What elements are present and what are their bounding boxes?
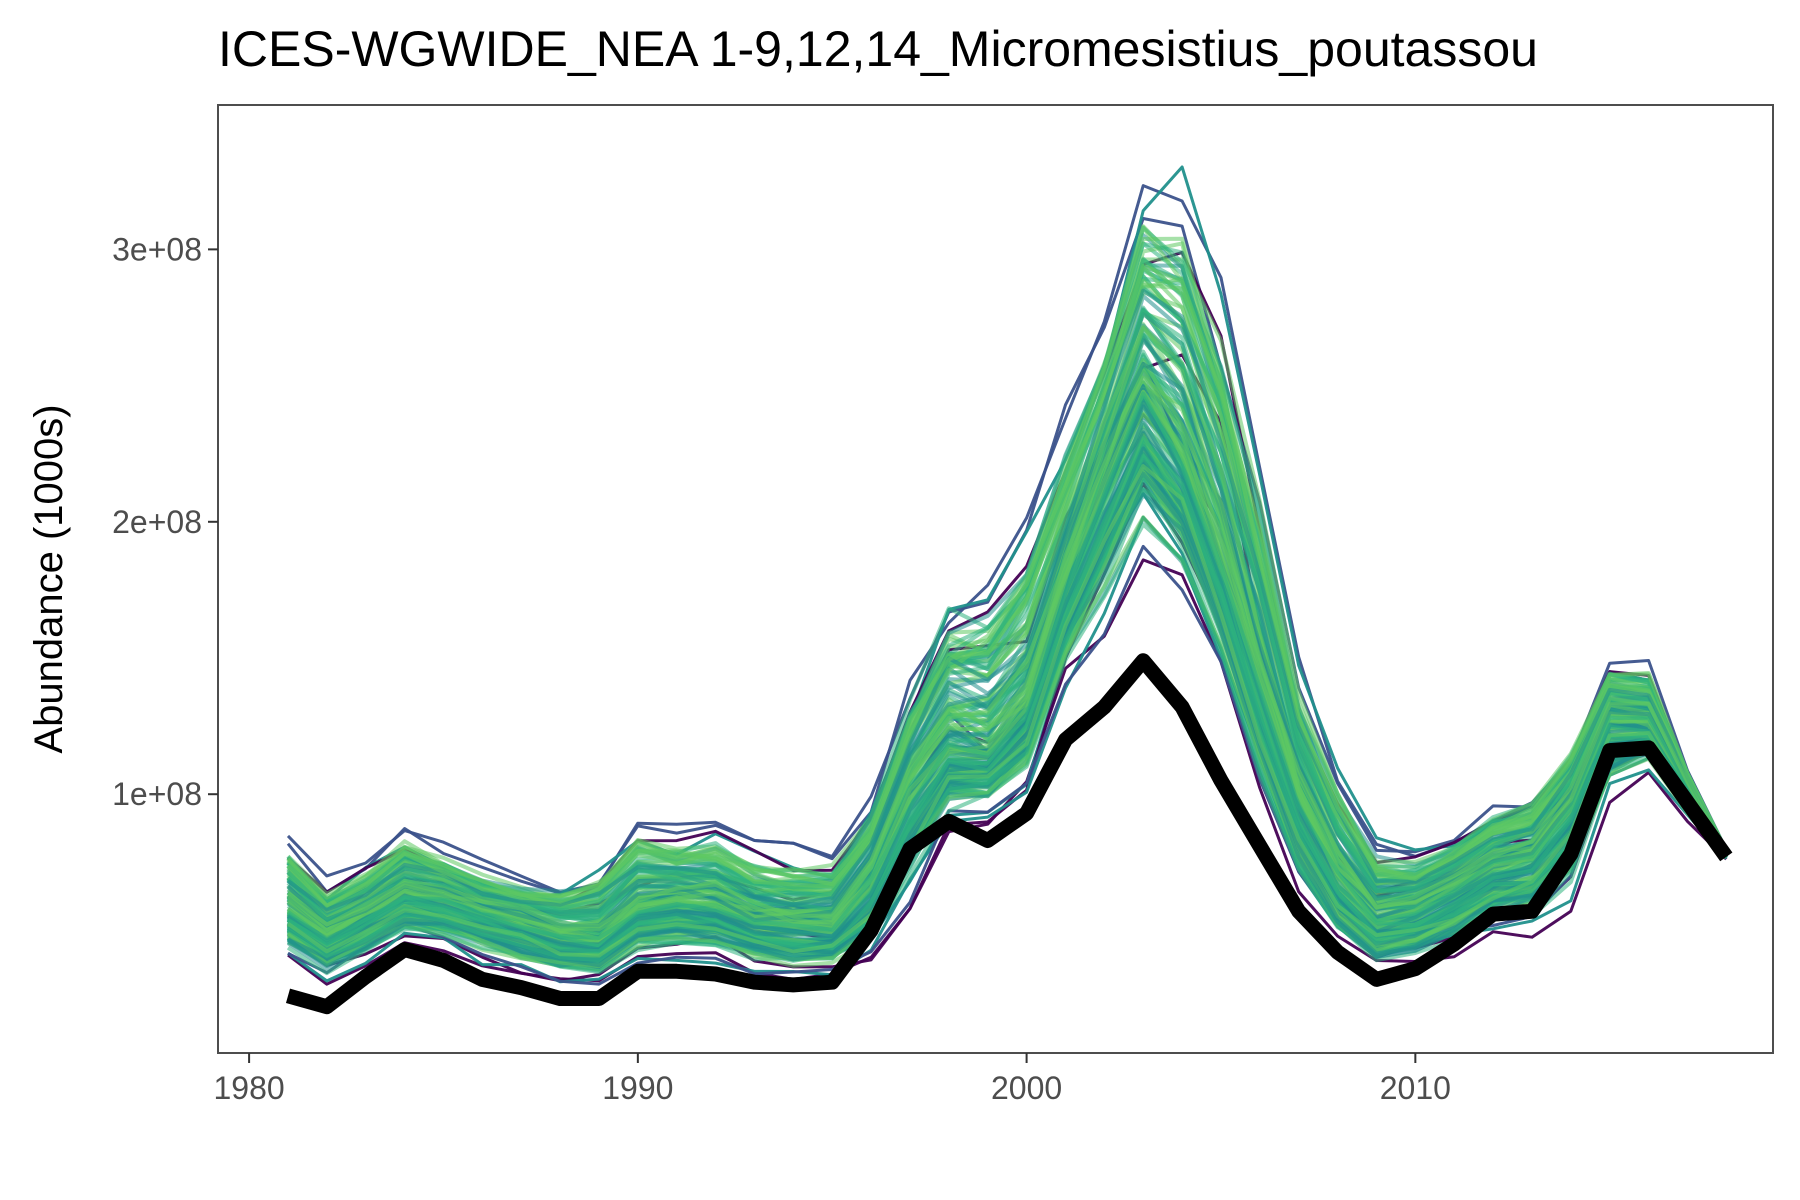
x-tick-label: 1980	[214, 1070, 285, 1106]
y-axis-label: Abundance (1000s)	[27, 404, 71, 753]
x-tick-label: 2000	[991, 1070, 1062, 1106]
chart-title: ICES-WGWIDE_NEA 1-9,12,14_Micromesistius…	[218, 21, 1538, 77]
plot-area	[217, 104, 1774, 1054]
ensemble-series-line	[286, 288, 1729, 912]
y-axis: 1e+08 2e+08 3e+08	[112, 231, 218, 812]
ensemble-series-line	[286, 256, 1729, 908]
ensemble-series-line	[286, 391, 1729, 942]
ensemble-series-line	[286, 361, 1729, 929]
ensemble-series-line	[286, 265, 1729, 906]
x-tick-label: 2010	[1380, 1070, 1451, 1106]
ensemble-series-line	[286, 184, 1728, 894]
y-tick-label: 3e+08	[112, 231, 202, 267]
reference-series-line	[285, 653, 1733, 1015]
ensemble-series-line	[286, 464, 1728, 958]
y-tick-label: 1e+08	[112, 776, 202, 812]
x-axis: 1980 1990 2000 2010	[214, 1053, 1451, 1106]
panel-border	[217, 104, 1774, 1054]
ensemble-series-line	[286, 375, 1729, 929]
ensemble-lines	[286, 165, 1729, 986]
ensemble-series-line	[286, 217, 1728, 895]
ensemble-series-line	[286, 326, 1729, 932]
ensemble-series-line	[286, 236, 1729, 908]
ensemble-series-line	[287, 515, 1728, 984]
y-tick-label: 2e+08	[112, 504, 202, 540]
ensemble-series-line	[286, 436, 1728, 955]
x-tick-label: 1990	[602, 1070, 673, 1106]
ensemble-series-line	[286, 165, 1728, 901]
